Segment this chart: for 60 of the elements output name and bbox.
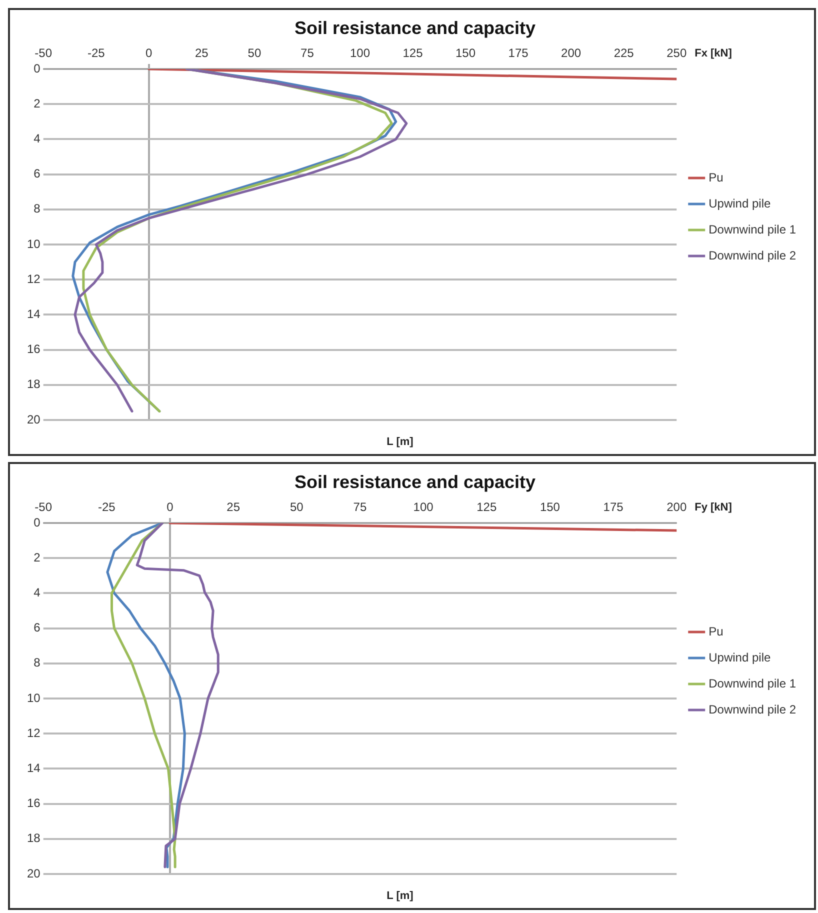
y-tick-label: 20: [26, 866, 41, 880]
y-tick-label: 6: [34, 166, 41, 181]
text: L [m]: [386, 436, 414, 448]
y-tick-label: 20: [26, 412, 41, 426]
y-tick-label: 18: [26, 831, 41, 846]
x-tick-label: -50: [34, 46, 52, 60]
legend-label: Downwind pile 1: [708, 676, 796, 690]
legend-label: Pu: [708, 624, 724, 638]
legend-label: Pu: [708, 170, 724, 184]
y-tick-label: 12: [26, 272, 41, 286]
y-tick-label: 16: [26, 342, 41, 356]
x-tick-label: 75: [353, 500, 367, 514]
x-tick-label: 25: [226, 500, 240, 514]
y-tick-label: 2: [34, 96, 41, 110]
y-tick-label: 2: [34, 550, 41, 564]
x-tick-label: 75: [300, 46, 314, 60]
y-tick-label: 10: [26, 690, 41, 705]
y-tick-label: 8: [34, 656, 41, 670]
x-tick-label: 150: [540, 500, 560, 514]
y-tick-label: 10: [26, 236, 41, 251]
x-axis-title: Fx [kN]: [694, 48, 732, 60]
x-axis-title: Fy [kN]: [694, 502, 732, 514]
legend-label: Upwind pile: [708, 196, 771, 210]
x-tick-label: 50: [290, 500, 304, 514]
x-tick-label: 0: [166, 500, 174, 514]
y-tick-label: 0: [34, 515, 41, 530]
y-tick-label: 16: [26, 796, 41, 810]
x-tick-label: 250: [666, 46, 687, 60]
x-tick-label: 100: [413, 500, 434, 514]
x-tick-label: -25: [98, 500, 116, 514]
x-tick-label: 200: [666, 500, 687, 514]
x-tick-label: 125: [476, 500, 497, 514]
x-tick-label: 0: [146, 46, 153, 60]
legend-label: Downwind pile 2: [708, 248, 796, 262]
x-tick-label: 200: [561, 46, 582, 60]
y-tick-label: 6: [34, 620, 41, 635]
x-tick-label: -25: [87, 46, 106, 60]
x-tick-label: 175: [508, 46, 529, 60]
x-tick-label: -50: [34, 500, 52, 514]
text: L [m]: [386, 890, 414, 902]
x-tick-label: 150: [456, 46, 476, 60]
legend-label: Downwind pile 1: [708, 222, 796, 236]
legend-label: Upwind pile: [708, 650, 771, 664]
y-tick-label: 14: [26, 307, 41, 322]
y-tick-label: 4: [34, 132, 41, 146]
x-tick-label: 125: [402, 46, 424, 60]
y-tick-label: 4: [34, 586, 41, 600]
legend-label: Downwind pile 2: [708, 702, 796, 716]
x-tick-label: 175: [603, 500, 624, 514]
y-tick-label: 8: [34, 202, 41, 216]
x-tick-label: 50: [248, 46, 262, 60]
x-tick-label: 225: [614, 46, 634, 60]
y-tick-label: 12: [26, 726, 41, 740]
chart-title: Soil resistance and capacity: [294, 472, 536, 492]
x-tick-label: 25: [194, 46, 209, 60]
y-tick-label: 0: [34, 61, 41, 76]
y-tick-label: 18: [26, 377, 41, 392]
x-tick-label: 100: [350, 46, 370, 60]
chart-title: Soil resistance and capacity: [294, 18, 536, 38]
y-tick-label: 14: [26, 761, 41, 776]
